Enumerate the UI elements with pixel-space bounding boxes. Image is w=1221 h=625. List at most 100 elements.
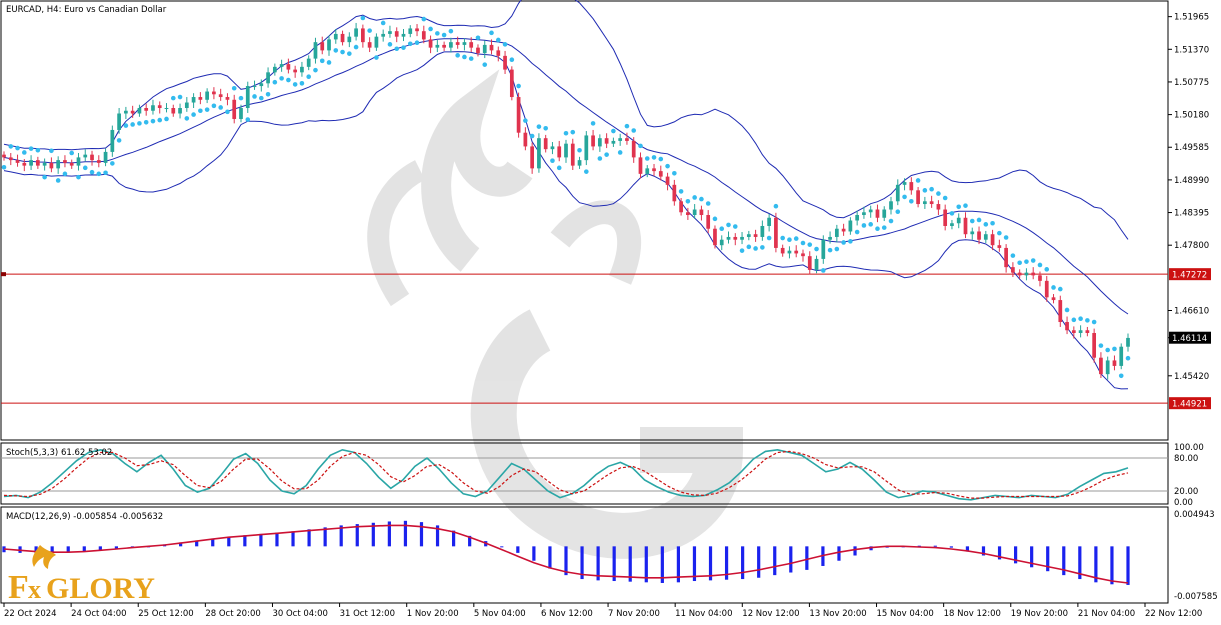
psar-dot <box>103 170 108 176</box>
psar-dot <box>448 28 454 34</box>
bearish-candle <box>1031 272 1036 276</box>
bearish-candle <box>1051 297 1056 301</box>
macd-histogram-bar <box>500 546 504 548</box>
bearish-candle <box>658 171 663 177</box>
time-tick-label: 30 Oct 04:00 <box>272 609 327 619</box>
psar-dot <box>42 174 47 180</box>
psar-dot <box>8 144 14 149</box>
psar-dot <box>712 216 718 222</box>
bearish-candle <box>232 99 237 119</box>
psar-dot <box>259 95 264 101</box>
psar-dot <box>340 49 345 55</box>
price-tick-label: 1.45420 <box>1174 372 1209 382</box>
price-tick-label: 1.51965 <box>1174 13 1209 23</box>
price-tick-label: 1.48395 <box>1174 209 1209 219</box>
bearish-candle <box>15 160 20 163</box>
macd-histogram-bar <box>419 522 424 547</box>
bullish-candle <box>584 135 589 161</box>
bearish-candle <box>198 97 203 100</box>
psar-dot <box>123 123 129 128</box>
macd-panel[interactable] <box>0 506 1169 604</box>
psar-dot <box>997 230 1002 236</box>
macd-histogram-bar <box>789 546 793 573</box>
macd-histogram-bar <box>1014 546 1018 564</box>
level-anchor <box>1 272 6 277</box>
psar-dot <box>800 240 806 246</box>
macd-histogram-bar <box>82 546 86 552</box>
macd-histogram-bar <box>805 546 809 570</box>
bearish-candle <box>286 64 291 70</box>
time-tick-label: 24 Oct 04:00 <box>71 609 126 619</box>
psar-dot <box>96 171 102 177</box>
bullish-candle <box>374 36 379 48</box>
macd-histogram-bar <box>933 545 937 547</box>
psar-dot <box>198 108 203 114</box>
macd-histogram-bar <box>66 546 70 553</box>
macd-histogram-bar <box>676 546 680 583</box>
psar-dot <box>286 77 291 83</box>
psar-dot <box>766 235 772 241</box>
stochastic-title: Stoch(5,3,3) 61.62 53.02 <box>6 448 112 458</box>
bearish-candle <box>320 42 325 51</box>
psar-dot <box>22 150 27 155</box>
psar-dot <box>834 246 840 252</box>
price-tick-label: 1.49585 <box>1174 143 1209 153</box>
macd-histogram-bar <box>323 527 327 547</box>
psar-dot <box>631 128 637 133</box>
macd-histogram-bar <box>179 542 183 547</box>
psar-dot <box>881 225 887 230</box>
macd-signal-line <box>3 524 1129 584</box>
stoch-tick-label: 20.00 <box>1174 487 1198 497</box>
bearish-candle <box>69 162 74 166</box>
bearish-candle <box>774 217 778 248</box>
psar-dot <box>387 42 393 47</box>
psar-dot <box>272 79 278 85</box>
psar-dot <box>651 155 657 160</box>
psar-dot <box>597 156 603 161</box>
psar-dot <box>130 122 135 127</box>
bearish-candle <box>503 55 507 70</box>
psar-dot <box>401 45 406 50</box>
psar-dot <box>665 163 670 169</box>
time-tick-label: 28 Oct 20:00 <box>205 609 260 619</box>
macd-histogram-bar <box>1110 546 1114 585</box>
bullish-candle <box>1024 272 1029 276</box>
psar-dot <box>516 83 521 89</box>
bullish-candle <box>746 234 751 237</box>
macd-histogram-bar <box>612 546 616 582</box>
psar-dot <box>1017 260 1022 266</box>
psar-dot <box>969 218 975 224</box>
macd-histogram-bar <box>580 546 584 580</box>
price-axis: 1.51965 1.51370 1.50775 1.50180 1.49585 1.489… <box>1168 13 1211 382</box>
bullish-candle <box>760 225 765 237</box>
bullish-candle <box>956 217 961 224</box>
bearish-candle <box>63 160 67 163</box>
psar-dot <box>1030 258 1036 263</box>
bearish-candle <box>780 247 785 254</box>
bullish-candle <box>401 33 406 37</box>
bearish-candle <box>706 215 711 229</box>
bearish-candle <box>496 50 501 56</box>
bullish-candle <box>83 154 88 158</box>
macd-histogram-bar <box>596 546 600 581</box>
psar-dot <box>360 15 366 21</box>
level-price-label: 1.44921 <box>1172 400 1207 410</box>
macd-histogram-bar <box>403 520 408 547</box>
psar-dot <box>62 171 68 177</box>
current-price-tag <box>1169 331 1211 344</box>
bearish-candle <box>543 138 548 150</box>
macd-histogram-bar <box>1062 546 1066 576</box>
stochastic-panel[interactable] <box>0 442 1169 505</box>
macd-histogram-bar <box>195 540 199 547</box>
time-tick-label: 31 Oct 12:00 <box>340 609 395 619</box>
bullish-candle <box>272 66 277 73</box>
psar-dot <box>435 31 440 36</box>
bullish-candle <box>327 39 331 51</box>
bearish-candle <box>1011 267 1015 273</box>
bullish-candle <box>300 66 304 73</box>
psar-dot <box>909 198 914 204</box>
bullish-candle <box>245 86 250 109</box>
bullish-candle <box>151 105 155 111</box>
bearish-candle <box>476 47 480 54</box>
